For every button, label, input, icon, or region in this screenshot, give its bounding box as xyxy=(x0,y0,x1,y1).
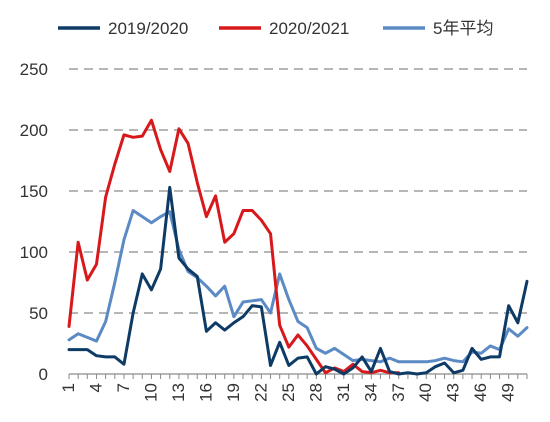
x-tick-label: 7 xyxy=(114,383,133,392)
x-tick-label: 40 xyxy=(416,383,435,402)
x-tick-label: 34 xyxy=(361,383,380,402)
y-tick-label: 0 xyxy=(39,365,48,384)
x-tick-label: 4 xyxy=(86,383,105,392)
y-tick-label: 250 xyxy=(20,60,48,79)
y-tick-label: 150 xyxy=(20,182,48,201)
y-tick-label: 200 xyxy=(20,121,48,140)
x-tick-label: 19 xyxy=(224,383,243,402)
x-tick-label: 46 xyxy=(471,383,490,402)
legend-label: 2019/2020 xyxy=(108,19,188,38)
series-line-3 xyxy=(67,209,529,364)
x-tick-label: 16 xyxy=(196,383,215,402)
x-tick-label: 28 xyxy=(306,383,325,402)
x-axis: 1 4 7 10 13 16 19 22 25 28 31 34 37 40 43 46 49 xyxy=(59,373,528,402)
x-tick-label: 10 xyxy=(141,383,160,402)
series-line-1 xyxy=(67,185,529,376)
x-tick-label: 31 xyxy=(334,383,353,402)
x-tick-label: 37 xyxy=(389,383,408,402)
y-tick-label: 50 xyxy=(29,304,48,323)
x-tick-label: 22 xyxy=(251,383,270,402)
x-tick-label: 1 xyxy=(59,383,78,392)
legend-label: 2020/2021 xyxy=(269,19,349,38)
x-tick-label: 49 xyxy=(499,383,518,402)
grid-lines xyxy=(69,68,527,314)
series-line-2 xyxy=(67,118,401,375)
series-lines xyxy=(67,118,529,376)
y-tick-label: 100 xyxy=(20,243,48,262)
x-tick-label: 13 xyxy=(169,383,188,402)
legend-label: 5年平均 xyxy=(433,19,493,38)
x-tick-label: 25 xyxy=(279,383,298,402)
x-tick-label: 43 xyxy=(444,383,463,402)
y-axis-tick-labels: 0 50 100 150 200 250 xyxy=(20,60,48,384)
legend: 2019/2020 2020/2021 5年平均 xyxy=(58,19,493,38)
